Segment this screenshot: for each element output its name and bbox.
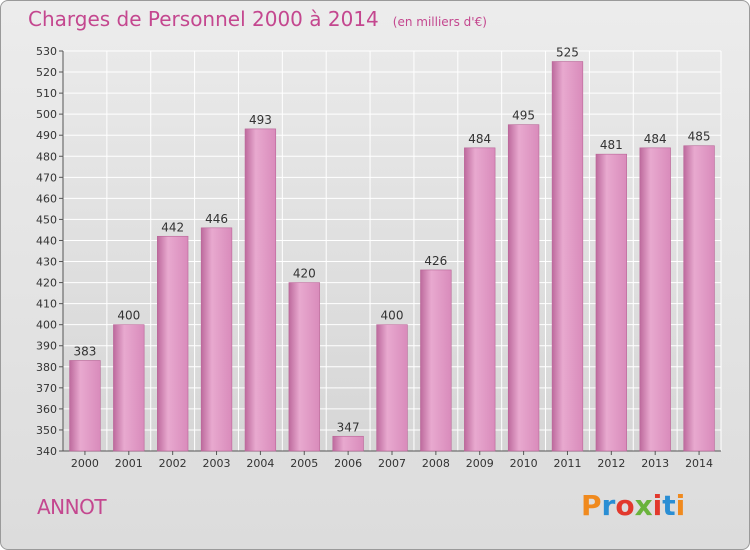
x-tick-label: 2012	[597, 457, 625, 470]
y-tick-label: 500	[36, 108, 57, 121]
bar	[157, 235, 189, 452]
x-tick-label: 2003	[203, 457, 231, 470]
y-tick-label: 370	[36, 382, 57, 395]
logo-letter: r	[601, 489, 616, 522]
y-tick-label: 420	[36, 277, 57, 290]
y-tick-label: 520	[36, 66, 57, 79]
data-label: 400	[381, 309, 404, 323]
proxiti-logo: Proxiti	[581, 489, 685, 522]
logo-letter: P	[581, 489, 602, 522]
x-tick-label: 2005	[290, 457, 318, 470]
y-tick-label: 380	[36, 361, 57, 374]
logo-letter: o	[615, 489, 635, 522]
data-label: 426	[424, 254, 447, 268]
y-tick-label: 360	[36, 403, 57, 416]
data-label: 347	[337, 420, 360, 434]
data-label: 484	[644, 132, 667, 146]
logo-letter: x	[634, 489, 653, 522]
data-label: 493	[249, 113, 272, 127]
x-tick-label: 2002	[159, 457, 187, 470]
bar	[332, 435, 364, 452]
data-label: 400	[117, 309, 140, 323]
bar	[683, 145, 715, 452]
bar	[420, 269, 452, 452]
x-tick-label: 2000	[71, 457, 99, 470]
y-tick-label: 490	[36, 129, 57, 142]
y-tick-label: 450	[36, 213, 57, 226]
y-tick-label: 350	[36, 424, 57, 437]
x-tick-label: 2006	[334, 457, 362, 470]
x-tick-label: 2001	[115, 457, 143, 470]
x-tick-label: 2014	[685, 457, 713, 470]
data-label: 495	[512, 109, 535, 123]
y-tick-label: 340	[36, 445, 57, 458]
x-tick-label: 2009	[466, 457, 494, 470]
y-tick-label: 480	[36, 150, 57, 163]
bar	[69, 360, 101, 452]
x-tick-label: 2013	[641, 457, 669, 470]
bar	[639, 147, 671, 452]
bar	[507, 124, 540, 452]
y-tick-label: 510	[36, 87, 57, 100]
data-label: 484	[468, 132, 491, 146]
y-tick-label: 410	[36, 298, 57, 311]
chart-title-text: Charges de Personnel 2000 à 2014	[28, 7, 379, 31]
y-tick-label: 400	[36, 319, 57, 332]
bar	[200, 227, 233, 452]
bar	[376, 324, 408, 452]
y-tick-label: 460	[36, 192, 57, 205]
data-label: 442	[161, 220, 184, 234]
y-tick-label: 440	[36, 234, 57, 247]
y-tick-label: 530	[36, 45, 57, 58]
data-label: 481	[600, 138, 623, 152]
x-tick-label: 2004	[246, 457, 274, 470]
data-label: 383	[73, 344, 96, 358]
x-tick-label: 2007	[378, 457, 406, 470]
bar	[113, 324, 145, 452]
logo-letter: i	[675, 489, 686, 522]
data-label: 485	[688, 130, 711, 144]
bar	[551, 61, 584, 452]
x-tick-label: 2011	[553, 457, 581, 470]
logo-letter: i	[652, 489, 663, 522]
logo-letter: t	[662, 489, 676, 522]
bar	[244, 128, 277, 452]
bar	[595, 153, 627, 452]
data-label: 420	[293, 267, 316, 281]
chart-subtitle: (en milliers d'€)	[392, 15, 487, 29]
y-tick-label: 430	[36, 256, 57, 269]
x-tick-label: 2008	[422, 457, 450, 470]
bar	[288, 282, 320, 452]
commune-name: ANNOT	[37, 495, 107, 519]
data-label: 525	[556, 46, 579, 60]
x-tick-label: 2010	[510, 457, 538, 470]
bar	[464, 147, 496, 452]
y-tick-label: 470	[36, 171, 57, 184]
chart-title: Charges de Personnel 2000 à 2014 (en mill…	[28, 7, 487, 31]
y-tick-label: 390	[36, 340, 57, 353]
data-label: 446	[205, 212, 228, 226]
